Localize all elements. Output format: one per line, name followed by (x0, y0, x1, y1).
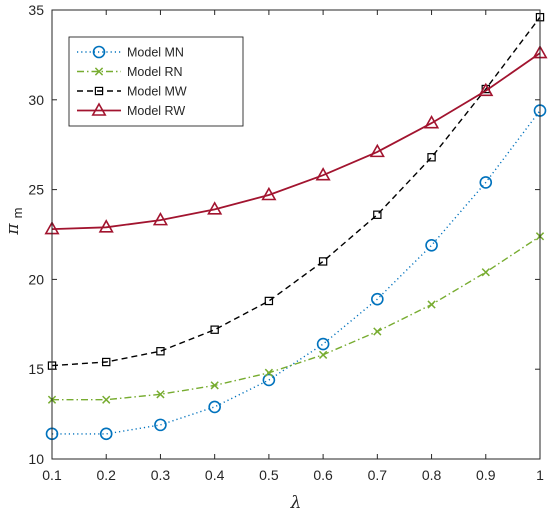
x-tick-label: 0.8 (422, 467, 442, 483)
legend-marker-model-rw (91, 102, 107, 116)
data-point-model-rn (156, 390, 165, 399)
data-point-model-rw (207, 201, 223, 215)
data-point-model-mw (318, 257, 328, 266)
series-line-model-rw (51, 52, 541, 230)
data-point-model-rw (261, 186, 277, 201)
data-point-model-mn (425, 238, 438, 252)
data-point-model-mw (427, 153, 436, 162)
series-line-model-mn (52, 110, 541, 435)
plot-marks (44, 12, 548, 441)
x-tick-label: 0.2 (96, 467, 116, 483)
legend-label-model-mn: Model MN (127, 46, 184, 60)
x-tick-label: 0.5 (259, 467, 279, 483)
data-point-model-rn (210, 381, 219, 390)
x-tick-label: 0.3 (151, 467, 171, 483)
legend-marker-model-rn (94, 67, 104, 76)
data-point-model-mw (264, 296, 274, 306)
y-axis-label-subscript: m (10, 208, 25, 219)
x-tick-label: 0.6 (313, 467, 333, 483)
legend-label-model-rn: Model RN (127, 65, 183, 79)
x-tick-label: 1 (536, 467, 544, 483)
data-point-model-mn (99, 427, 113, 441)
x-tick-label: 0.7 (368, 467, 388, 483)
data-point-model-mn (262, 373, 276, 387)
data-point-model-rn (373, 327, 382, 336)
y-tick-label: 30 (28, 92, 44, 108)
y-axis-label-main: π (3, 223, 23, 236)
data-point-model-rn (427, 300, 436, 309)
legend-marker-model-mw (94, 86, 104, 96)
data-point-model-rw (315, 167, 331, 181)
data-point-model-rn (102, 395, 111, 404)
data-point-model-mw (373, 210, 382, 219)
data-point-model-rw (478, 82, 494, 97)
series-line-model-mw (51, 16, 541, 367)
data-point-model-mn (208, 400, 221, 414)
data-point-model-rn (264, 368, 274, 377)
legend: Model MN Model RN Model MW Model RW (68, 36, 244, 127)
legend-label-model-rw: Model RW (127, 104, 185, 118)
series-line-model-rn (52, 235, 541, 401)
y-tick-label: 35 (28, 2, 44, 18)
data-point-model-mn (154, 418, 167, 432)
x-tick-label: 0.4 (205, 467, 225, 483)
data-point-model-mw (210, 325, 219, 334)
y-axis-label: π m (3, 208, 25, 236)
data-point-model-rw (98, 219, 114, 233)
data-point-model-rw (369, 143, 385, 158)
x-tick-label: 0.1 (42, 467, 62, 483)
axes: 0.1 0.2 0.3 0.4 0.5 0.6 0.7 0.8 0.9 1 10 15 20 25 30 35 (28, 2, 544, 483)
data-point-model-mn (316, 337, 330, 351)
data-point-model-mn (371, 292, 384, 306)
y-tick-label: 25 (28, 182, 44, 198)
x-tick-label: 0.9 (476, 467, 496, 483)
data-point-model-mn (479, 176, 493, 189)
data-point-model-mw (102, 357, 111, 367)
legend-marker-model-mn (92, 45, 106, 59)
y-tick-label: 20 (28, 271, 44, 287)
data-point-model-rw (423, 115, 440, 129)
plot-frame (51, 9, 541, 460)
x-axis-label: λ (290, 493, 302, 513)
axis-labels: λ π m (3, 208, 301, 513)
data-point-model-rn (318, 350, 328, 359)
legend-label-model-mw: Model MW (127, 85, 187, 99)
y-tick-label: 10 (28, 451, 44, 467)
y-tick-label: 15 (28, 361, 44, 377)
data-point-model-rw (152, 212, 169, 226)
data-point-model-mw (156, 347, 165, 356)
data-point-model-rn (481, 268, 490, 277)
